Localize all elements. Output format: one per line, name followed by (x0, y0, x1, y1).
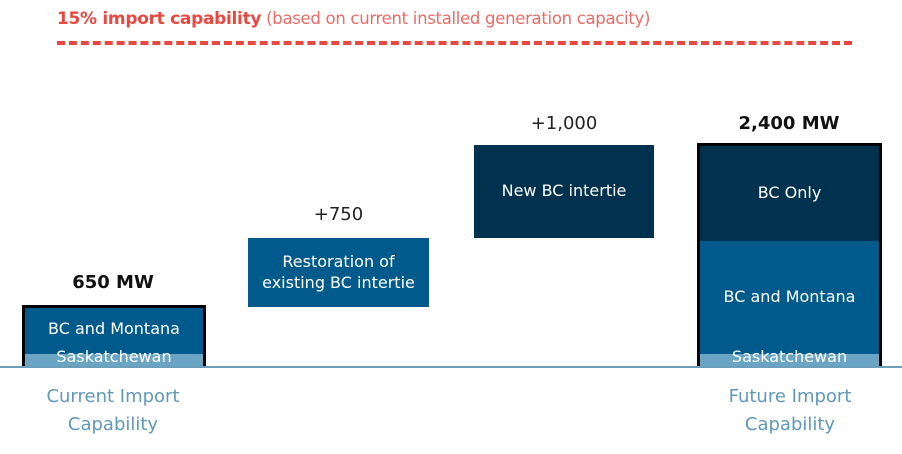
bar-future: BC Only BC and Montana Saskatchewan (697, 143, 882, 366)
title-subtext: (based on current installed generation c… (261, 9, 651, 28)
segment-label: BC and Montana (723, 286, 856, 306)
segment-saskatchewan: Saskatchewan (700, 347, 879, 366)
bar-value-new-intertie: +1,000 (530, 113, 598, 134)
bar-value-current: 650 MW (72, 272, 154, 293)
segment-label: BC Only (757, 183, 822, 203)
segment-bc-only: BC Only (700, 146, 879, 241)
x-axis (0, 366, 902, 368)
bar-value-future: 2,400 MW (738, 113, 840, 134)
bar-new-intertie: New BC intertie (474, 145, 654, 238)
chart-title: 15% import capability (based on current … (57, 9, 650, 29)
segment-bc-montana: BC and Montana (25, 310, 203, 348)
bar-current: BC and Montana Saskatchewan (22, 305, 206, 366)
category-current: Current Import Capability (46, 386, 180, 435)
segment-bc-montana: BC and Montana (700, 241, 879, 353)
segment-label: BC and Montana (48, 318, 180, 338)
segment-label: New BC intertie (501, 181, 627, 201)
segment-saskatchewan: Saskatchewan (25, 347, 203, 366)
title-bold: 15% import capability (57, 9, 262, 29)
category-future: Future Import Capability (728, 386, 852, 435)
reference-line (57, 41, 852, 45)
bar-value-restoration: +750 (313, 204, 364, 225)
segment-label: Saskatchewan (56, 346, 172, 366)
bar-restoration: Restoration of existing BC intertie (248, 238, 429, 307)
segment-label: Restoration of existing BC intertie (262, 251, 415, 292)
segment-label: Saskatchewan (731, 346, 848, 366)
